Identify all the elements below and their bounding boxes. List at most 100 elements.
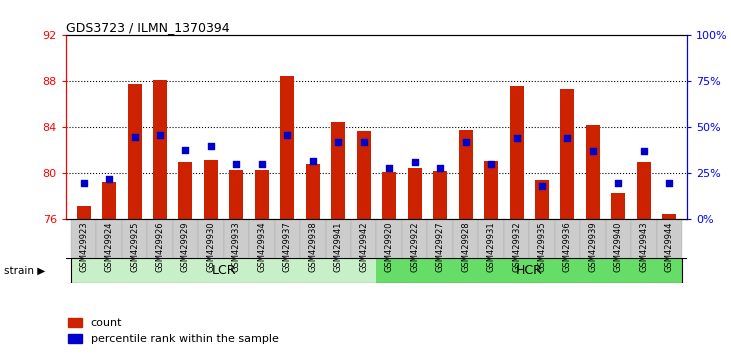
Text: GSM429941: GSM429941 xyxy=(334,222,343,272)
Text: strain ▶: strain ▶ xyxy=(4,266,45,276)
Bar xyxy=(71,258,376,283)
Text: GSM429935: GSM429935 xyxy=(537,222,547,272)
Point xyxy=(154,132,166,138)
Text: GSM429923: GSM429923 xyxy=(79,222,88,272)
Point xyxy=(281,132,293,138)
Point xyxy=(536,183,548,189)
Bar xyxy=(122,219,147,258)
Bar xyxy=(224,219,249,258)
Bar xyxy=(402,219,428,258)
Bar xyxy=(662,214,676,219)
Bar xyxy=(147,219,173,258)
Bar xyxy=(529,219,555,258)
Point xyxy=(256,161,268,167)
Text: GSM429942: GSM429942 xyxy=(359,222,368,272)
Bar xyxy=(561,90,575,219)
Text: GSM429925: GSM429925 xyxy=(130,222,139,272)
Text: GSM429930: GSM429930 xyxy=(206,222,216,272)
Point xyxy=(638,149,650,154)
Bar xyxy=(611,193,626,219)
Bar xyxy=(484,161,498,219)
Text: GSM429928: GSM429928 xyxy=(461,222,470,272)
Bar xyxy=(331,122,345,219)
Bar xyxy=(428,219,453,258)
Point xyxy=(103,176,115,182)
Text: GSM429927: GSM429927 xyxy=(436,222,444,272)
Bar xyxy=(96,219,122,258)
Bar xyxy=(102,182,116,219)
Text: GSM429943: GSM429943 xyxy=(640,222,648,272)
Text: GSM429922: GSM429922 xyxy=(410,222,419,272)
Bar xyxy=(357,131,371,219)
Text: GSM429933: GSM429933 xyxy=(232,222,241,272)
Text: GSM429936: GSM429936 xyxy=(563,222,572,272)
Bar xyxy=(510,86,523,219)
Text: HCR: HCR xyxy=(516,264,542,277)
Text: GSM429934: GSM429934 xyxy=(257,222,266,272)
Text: GSM429940: GSM429940 xyxy=(614,222,623,272)
Text: GDS3723 / ILMN_1370394: GDS3723 / ILMN_1370394 xyxy=(66,21,230,34)
Text: GSM429929: GSM429929 xyxy=(181,222,190,272)
Bar xyxy=(458,130,473,219)
Point xyxy=(230,161,242,167)
Bar xyxy=(580,219,606,258)
Bar xyxy=(631,219,656,258)
Bar xyxy=(71,219,96,258)
Bar xyxy=(504,219,529,258)
Bar xyxy=(433,171,447,219)
Text: GSM429939: GSM429939 xyxy=(588,222,597,272)
Text: GSM429924: GSM429924 xyxy=(105,222,113,272)
Bar xyxy=(198,219,224,258)
Text: GSM429931: GSM429931 xyxy=(487,222,496,272)
Text: GSM429932: GSM429932 xyxy=(512,222,521,272)
Bar xyxy=(376,219,402,258)
Bar xyxy=(453,219,478,258)
Point xyxy=(511,136,523,141)
Bar xyxy=(408,168,422,219)
Bar xyxy=(351,219,376,258)
Point xyxy=(205,143,217,149)
Bar xyxy=(306,164,319,219)
Point xyxy=(613,180,624,185)
Point xyxy=(77,180,89,185)
Bar xyxy=(230,170,243,219)
Text: GSM429920: GSM429920 xyxy=(385,222,394,272)
Bar xyxy=(606,219,631,258)
Bar xyxy=(173,219,198,258)
Bar xyxy=(300,219,325,258)
Bar xyxy=(127,84,142,219)
Bar xyxy=(325,219,351,258)
Bar xyxy=(478,219,504,258)
Point xyxy=(587,149,599,154)
Point xyxy=(129,134,140,139)
Bar xyxy=(376,258,682,283)
Bar xyxy=(586,125,600,219)
Bar xyxy=(255,170,269,219)
Point xyxy=(307,158,319,164)
Bar xyxy=(382,172,396,219)
Point xyxy=(434,165,446,171)
Bar xyxy=(280,76,295,219)
Point xyxy=(333,139,344,145)
Point xyxy=(383,165,395,171)
Point xyxy=(460,139,471,145)
Bar xyxy=(637,162,651,219)
Point xyxy=(485,161,497,167)
Bar xyxy=(204,160,218,219)
Point xyxy=(561,136,573,141)
Bar xyxy=(275,219,300,258)
Text: GSM429944: GSM429944 xyxy=(664,222,674,272)
Point xyxy=(358,139,370,145)
Bar xyxy=(77,206,91,219)
Bar xyxy=(656,219,682,258)
Text: LCR: LCR xyxy=(211,264,236,277)
Point xyxy=(664,180,675,185)
Point xyxy=(180,147,192,152)
Text: GSM429937: GSM429937 xyxy=(283,222,292,272)
Bar xyxy=(535,180,549,219)
Point xyxy=(409,160,420,165)
Legend: count, percentile rank within the sample: count, percentile rank within the sample xyxy=(64,313,283,348)
Bar xyxy=(153,80,167,219)
Bar xyxy=(178,162,192,219)
Text: GSM429938: GSM429938 xyxy=(308,222,317,272)
